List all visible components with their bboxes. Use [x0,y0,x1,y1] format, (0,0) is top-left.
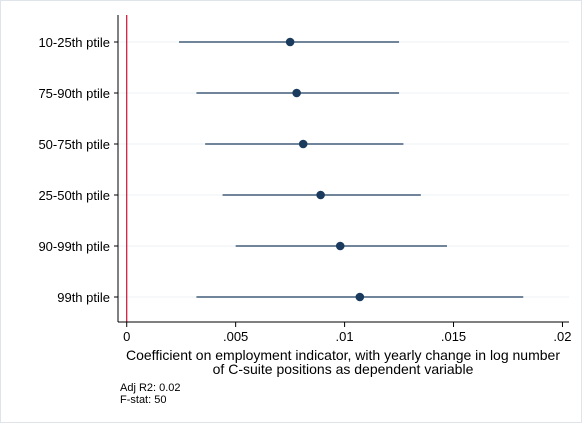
point-estimate [316,190,325,200]
point-estimate [355,292,365,302]
grid-lines [118,41,569,298]
x-tick-label: .01 [336,329,354,344]
point-estimates [285,37,365,302]
y-tick-label: 25-50th ptile [38,188,110,203]
point-estimate [335,241,345,251]
x-axis-label-line2: of C-suite positions as dependent variab… [213,361,474,377]
point-estimate [292,88,301,98]
y-tick-label: 10-25th ptile [38,35,110,50]
y-tick-label: 50-75th ptile [38,137,110,152]
y-tick-label: 90-99th ptile [38,239,110,254]
note-adj-r2: Adj R2: 0.02 [120,382,181,394]
x-tick-labels: 0 .005 .01 .015 .02 [123,322,572,344]
note-f-stat: F-stat: 50 [120,394,166,406]
point-estimate [285,37,295,47]
confidence-intervals [179,41,524,298]
point-estimate [298,139,308,149]
y-tick-label: 99th ptile [57,290,110,305]
x-tick-label: .005 [223,329,248,344]
x-axis-label: Coefficient on employment indicator, wit… [126,347,560,363]
y-tick-label: 75-90th ptile [38,86,110,101]
x-tick-label: 0 [123,329,130,344]
x-tick-label: .02 [553,329,571,344]
y-tick-labels: 10-25th ptile 75-90th ptile 50-75th ptile 2… [38,35,118,305]
x-tick-label: .015 [441,329,466,344]
